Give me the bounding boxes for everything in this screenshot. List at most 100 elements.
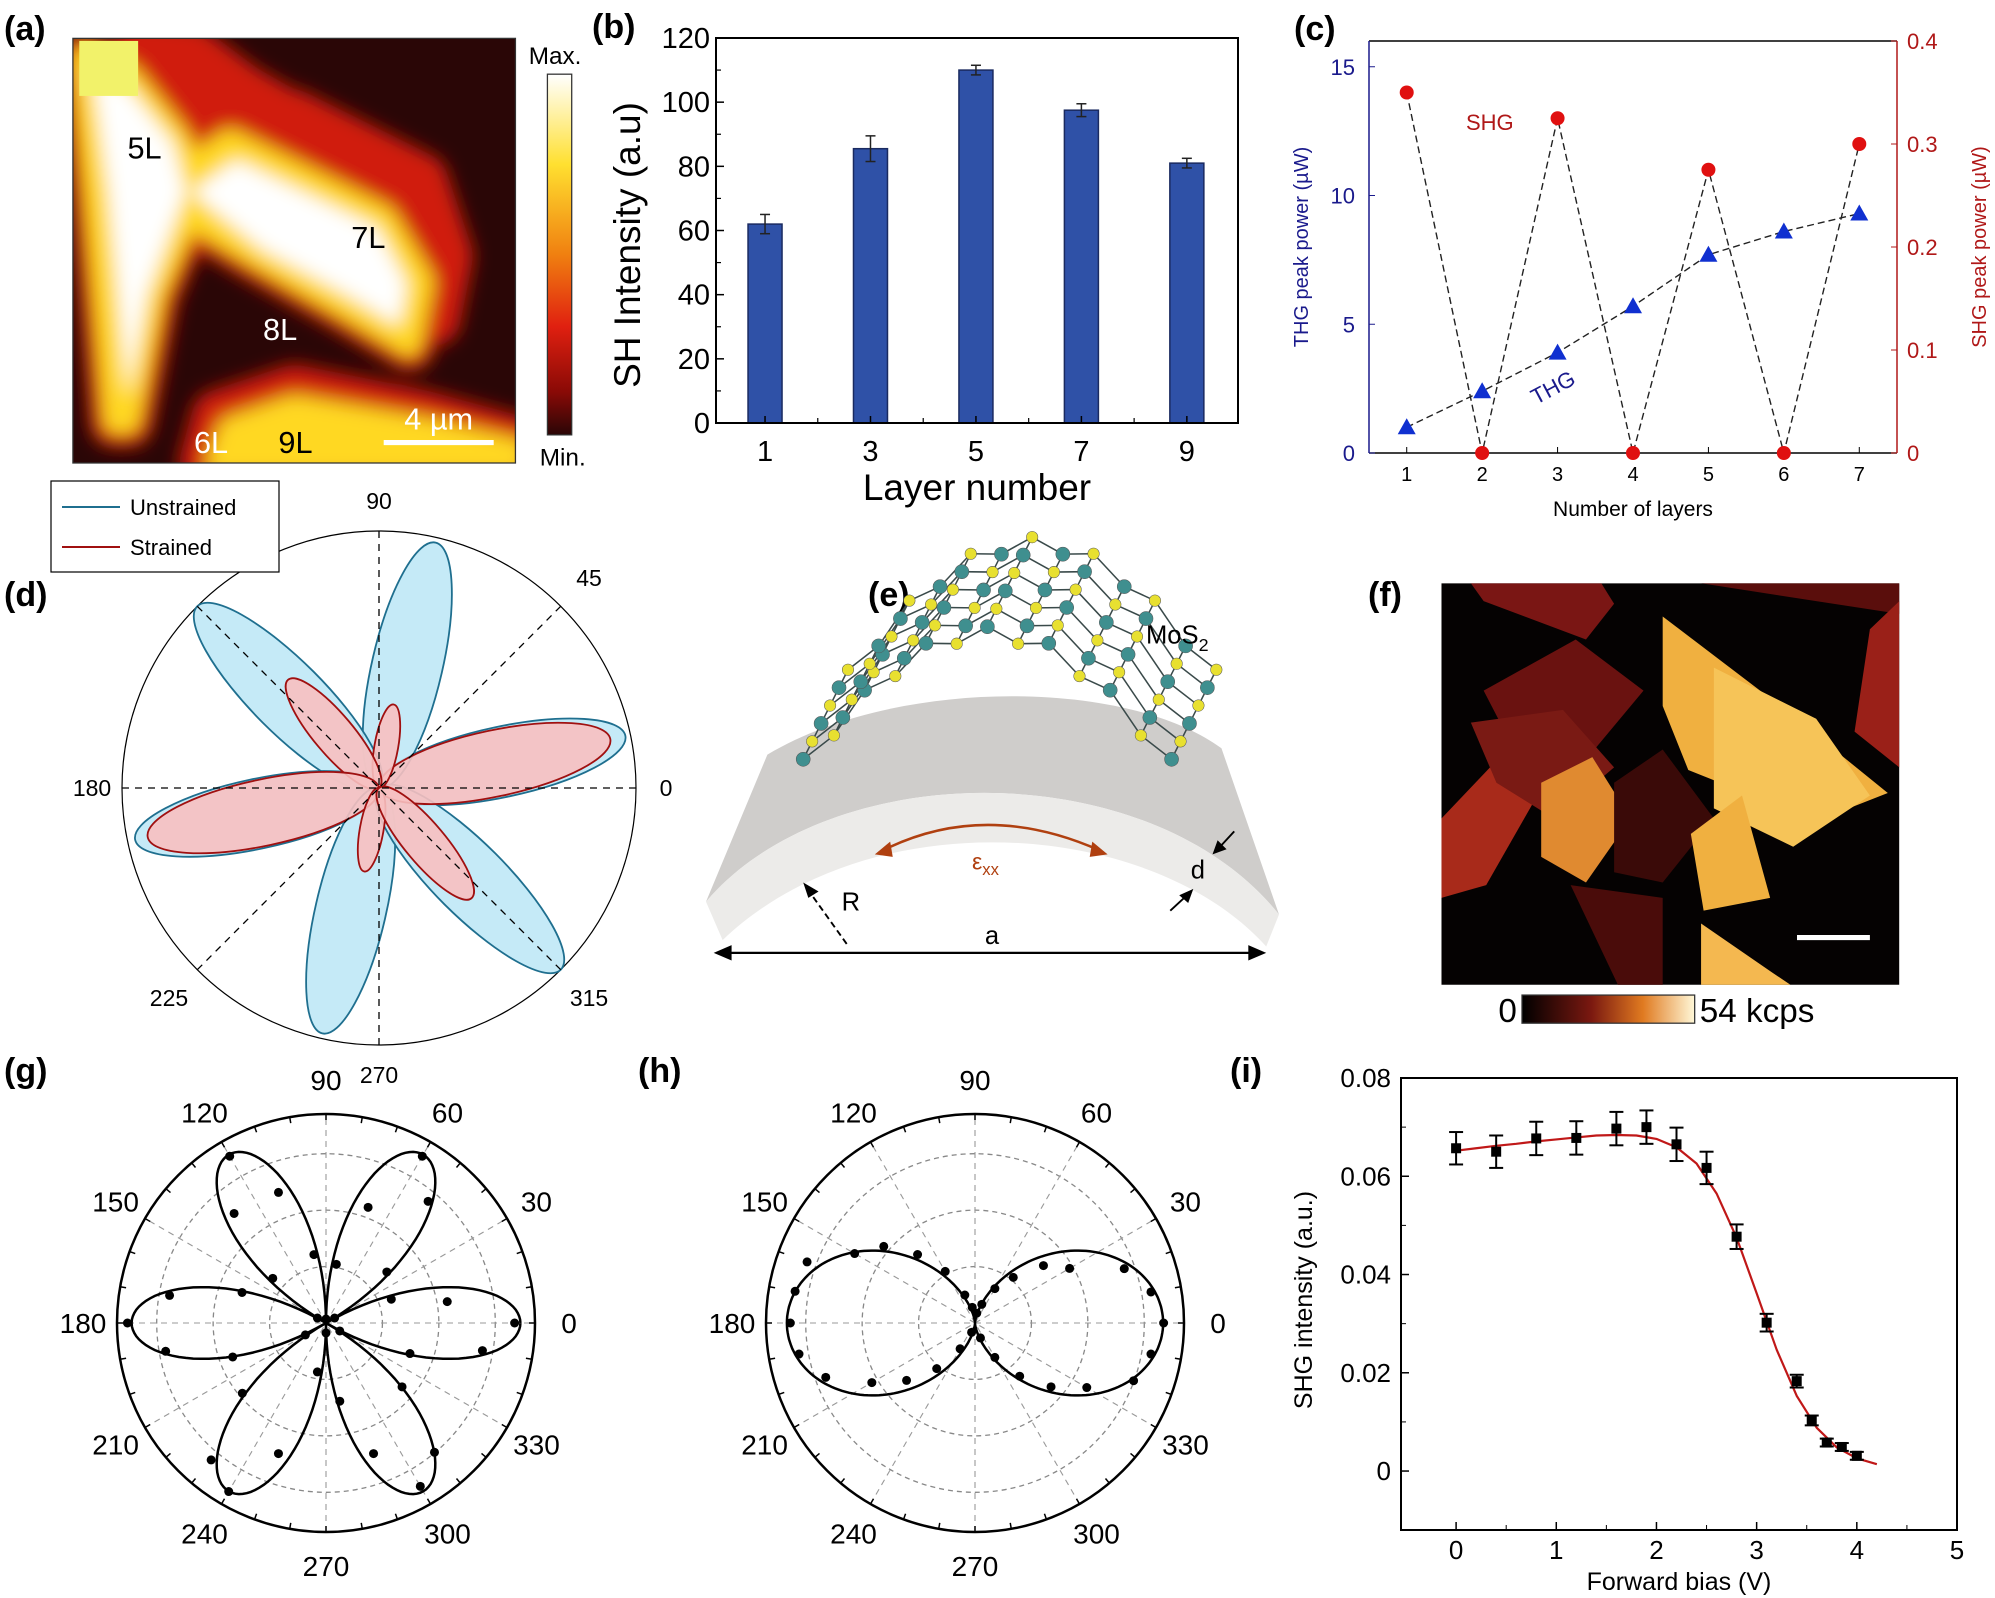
data-point: [913, 1250, 923, 1260]
flake: [1854, 601, 1900, 768]
sulfur-atom: [907, 634, 920, 647]
data-point: [1129, 1376, 1139, 1386]
data-point: [802, 1257, 812, 1267]
x-tick-label: 5: [968, 436, 984, 468]
sulfur-atom: [863, 657, 876, 670]
data-point: [1701, 1162, 1712, 1173]
molybdenum-atom: [1200, 680, 1215, 695]
sulfur-atom: [1192, 699, 1205, 712]
polar-tick: [1043, 1513, 1048, 1520]
bond: [1084, 571, 1116, 606]
polar-tick: [769, 1285, 776, 1289]
polar-tick: [516, 1391, 523, 1396]
y-tick-label: 40: [678, 280, 710, 312]
data-point: [330, 1313, 340, 1323]
sulfur-atom: [986, 566, 999, 579]
bond: [1154, 600, 1187, 647]
data-point: [335, 1396, 345, 1406]
colorbar-max-label: 54 kcps: [1700, 993, 1815, 1030]
sulfur-atom: [1051, 619, 1064, 632]
data-point: [1641, 1122, 1652, 1133]
colorbar-min-label: Min.: [540, 445, 586, 472]
data-point: [397, 1382, 407, 1392]
strain-arrowhead: [1089, 841, 1108, 857]
y-tick-label: 0.02: [1340, 1358, 1391, 1388]
y-tick-label: 120: [662, 23, 710, 55]
polar-tick: [426, 1498, 432, 1505]
polar-tick: [120, 1285, 127, 1289]
polar-tick: [769, 1357, 776, 1361]
sulfur-atom: [824, 699, 837, 712]
angle-label: 0: [660, 775, 673, 801]
panel-label-i: (i): [1230, 1052, 1262, 1090]
data-point: [423, 1196, 433, 1206]
right-y-axis-label: SHG peak power (µW): [1969, 146, 1991, 348]
polar-tick: [1150, 1217, 1157, 1223]
data-point: [1531, 1133, 1542, 1144]
shg-point: [1550, 111, 1565, 126]
sulfur-atom: [845, 693, 858, 706]
angle-label: 150: [92, 1187, 139, 1218]
molybdenum-atom: [813, 716, 829, 731]
length-label: a: [985, 922, 1000, 950]
panel-f-shg-image: 0 54 kcps: [1441, 583, 1900, 1030]
panel-label-h: (h): [638, 1052, 681, 1090]
polar-tick: [426, 1141, 432, 1148]
plot-frame: [715, 37, 1239, 424]
data-point: [785, 1318, 795, 1328]
panel-label-g: (g): [4, 1052, 47, 1090]
molybdenum-atom: [893, 611, 908, 626]
data-point: [312, 1313, 322, 1323]
sulfur-atom: [1174, 735, 1187, 748]
x-tick-label: 2: [1477, 464, 1488, 486]
shg-series-label: SHG: [1466, 110, 1514, 135]
polar-tick: [1174, 1285, 1181, 1289]
polar-tick: [902, 1126, 907, 1133]
right-y-tick-label: 0.1: [1907, 338, 1938, 363]
molybdenum-atom: [1120, 647, 1136, 662]
sulfur-atom: [950, 637, 963, 650]
sulfur-atom: [806, 735, 819, 748]
bar: [1169, 162, 1205, 424]
molybdenum-atom: [918, 636, 934, 651]
data-point: [386, 1294, 396, 1304]
y-axis-label: SHG intensity (a.u.): [1290, 1191, 1318, 1409]
x-axis-label: Forward bias (V): [1587, 1568, 1772, 1596]
polar-tick: [840, 1478, 846, 1484]
x-tick-label: 7: [1073, 436, 1089, 468]
chart-g: 0 30 60 90 120 150 180 210 240 270 300 330: [60, 1065, 577, 1582]
right-y-tick-label: 0: [1907, 441, 1919, 466]
data-point: [1119, 1264, 1129, 1274]
molybdenum-atom: [1099, 615, 1114, 630]
panel-label-e: (e): [868, 576, 910, 614]
angle-label: 300: [424, 1518, 471, 1549]
data-point: [977, 1299, 987, 1309]
data-point: [1671, 1139, 1682, 1150]
data-point: [237, 1287, 247, 1297]
molybdenum-atom: [1142, 710, 1158, 725]
x-tick-label: 0: [1449, 1535, 1463, 1565]
plot-frame: [1400, 1077, 1958, 1531]
bond: [1118, 671, 1151, 718]
x-axis-label: Layer number: [863, 467, 1091, 508]
polar-tick: [814, 1452, 820, 1458]
molybdenum-atom: [835, 710, 851, 725]
bar: [852, 147, 889, 424]
x-tick-label: 1: [1401, 464, 1412, 486]
sulfur-atom: [1134, 729, 1147, 742]
region-label: 5L: [127, 131, 161, 166]
bond: [1136, 636, 1169, 683]
strain-arrow: [881, 823, 1101, 852]
length-arrowhead: [713, 945, 732, 961]
sulfur-atom: [1170, 657, 1183, 670]
sulfur-atom: [1109, 598, 1122, 611]
data-point: [867, 1378, 877, 1388]
left-y-tick-label: 5: [1343, 312, 1355, 337]
data-point: [1851, 1450, 1862, 1461]
sulfur-atom: [1008, 566, 1021, 580]
data-point: [1451, 1143, 1462, 1154]
sulfur-atom: [1152, 693, 1165, 706]
data-point: [321, 1328, 331, 1338]
thickness-label: d: [1191, 857, 1205, 885]
data-point: [990, 1352, 1000, 1362]
